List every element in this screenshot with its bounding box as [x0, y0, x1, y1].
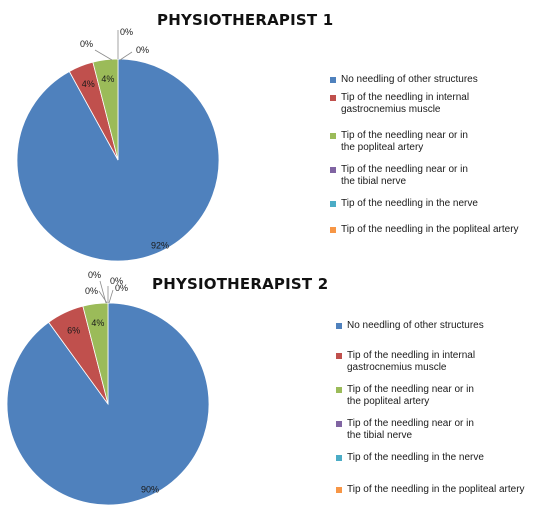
- chart-legend: No needling of other structures Tip of th…: [330, 74, 545, 236]
- legend-swatch: [330, 167, 336, 173]
- legend-swatch: [336, 421, 342, 427]
- legend-label: Tip of the needling in the popliteal art…: [347, 484, 525, 495]
- legend-swatch: [336, 353, 342, 359]
- legend-label: the tibial nerve: [341, 176, 407, 187]
- pie-chart-svg: 92%4%4%0%0%0%: [16, 27, 220, 262]
- slice-data-label: 6%: [67, 325, 80, 335]
- legend-label: Tip of the needling in internal: [347, 350, 476, 361]
- legend-label: Tip of the needling in the nerve: [347, 452, 484, 463]
- legend-swatch: [330, 77, 336, 83]
- slice-data-label: 0%: [120, 27, 133, 37]
- legend-swatch: [330, 201, 336, 207]
- legend-swatch: [330, 133, 336, 139]
- legend-label: Tip of the needling near or in: [347, 384, 474, 395]
- leader-line: [119, 51, 133, 61]
- legend-swatch: [330, 95, 336, 101]
- legend-item: Tip of the needling in the nerve: [330, 198, 545, 210]
- slice-data-label: 90%: [141, 484, 159, 494]
- legend-label: Tip of the needling in the popliteal art…: [341, 224, 519, 235]
- legend-label: No needling of other structures: [347, 320, 484, 331]
- slice-data-label: 0%: [85, 286, 98, 296]
- legend-item: Tip of the needling in the popliteal art…: [330, 224, 545, 236]
- legend-item: Tip of the needling in the popliteal art…: [336, 484, 548, 496]
- legend-swatch: [330, 227, 336, 233]
- legend-label: Tip of the needling in the nerve: [341, 198, 478, 209]
- legend-item: Tip of the needling in the nerve: [336, 452, 548, 464]
- pie-chart-physiotherapist-2: PHYSIOTHERAPIST 2 90% 6% 4% 0% 0% 0% 0% No nee…: [0, 258, 550, 515]
- slice-data-label: 4%: [82, 79, 95, 89]
- chart-title: PHYSIOTHERAPIST 1: [157, 11, 334, 29]
- legend-item: Tip of the needling near or in the poplit…: [330, 130, 545, 154]
- legend-label: Tip of the needling near or in: [347, 418, 474, 429]
- leader-line: [98, 290, 108, 304]
- leader-line: [94, 49, 113, 61]
- pie-chart-svg: 90%6%4%0%0%0%0%: [6, 270, 210, 506]
- legend-label: gastrocnemius muscle: [341, 104, 441, 115]
- legend-item: Tip of the needling near or in the tibial…: [330, 164, 545, 188]
- legend-label: No needling of other structures: [341, 74, 478, 85]
- legend-item: Tip of the needling near or in the poplit…: [336, 384, 548, 408]
- legend-swatch: [336, 455, 342, 461]
- legend-item: Tip of the needling in internal gastrocne…: [330, 92, 545, 116]
- leader-line: [108, 289, 114, 304]
- legend-item: No needling of other structures: [330, 74, 545, 86]
- legend-swatch: [336, 323, 342, 329]
- legend-label: gastrocnemius muscle: [347, 362, 447, 373]
- legend-label: the popliteal artery: [347, 396, 430, 407]
- legend-swatch: [336, 487, 342, 493]
- slice-data-label: 0%: [136, 45, 149, 55]
- legend-swatch: [336, 387, 342, 393]
- legend-item: Tip of the needling in internal gastrocne…: [336, 350, 548, 374]
- legend-label: the popliteal artery: [341, 142, 424, 153]
- slice-data-label: 4%: [101, 74, 114, 84]
- legend-label: Tip of the needling near or in: [341, 130, 468, 141]
- slice-data-label: 0%: [110, 276, 123, 286]
- legend-item: Tip of the needling near or in the tibial…: [336, 418, 548, 442]
- legend-label: Tip of the needling near or in: [341, 164, 468, 175]
- chart-title: PHYSIOTHERAPIST 2: [152, 275, 329, 293]
- slice-data-label: 0%: [80, 39, 93, 49]
- slice-data-label: 0%: [115, 283, 128, 293]
- legend-label: Tip of the needling in internal: [341, 92, 470, 103]
- pie-chart-physiotherapist-1: PHYSIOTHERAPIST 1 92% 4% 4% 0% 0% 0% No needl…: [16, 11, 545, 262]
- slice-data-label: 0%: [88, 270, 101, 280]
- chart-legend: No needling of other structures Tip of th…: [336, 320, 548, 496]
- legend-label: the tibial nerve: [347, 430, 413, 441]
- slice-data-label: 4%: [91, 318, 104, 328]
- slice-data-label: 92%: [151, 240, 169, 250]
- legend-item: No needling of other structures: [336, 320, 548, 332]
